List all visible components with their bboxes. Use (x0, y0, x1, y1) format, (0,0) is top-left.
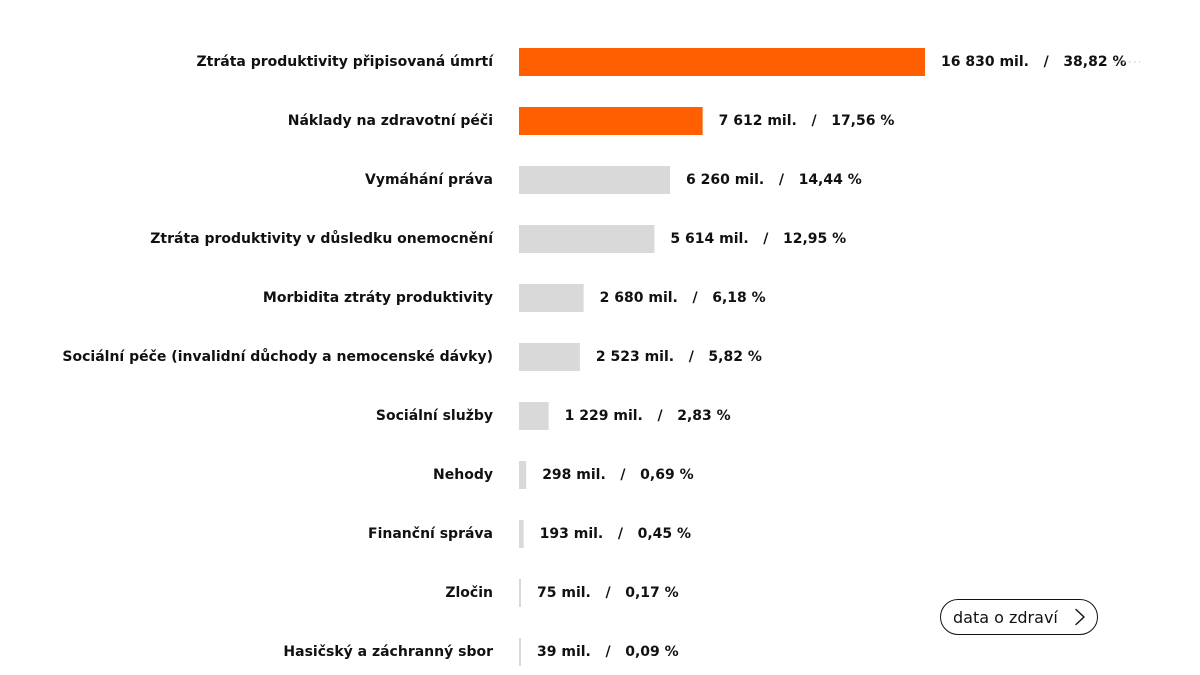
value-label: 6 260 mil. / 14,44 % (686, 172, 862, 188)
bar-row: Zločin 75 mil. / 0,17 % (445, 579, 679, 607)
value-label: 298 mil. / 0,69 % (542, 467, 693, 483)
bar-row: Náklady na zdravotní péči 7 612 mil. / 17… (288, 107, 895, 135)
value-label: 16 830 mil. / 38,82 % (941, 54, 1127, 70)
health-data-button-label: data o zdraví (953, 607, 1058, 627)
bar (519, 579, 521, 607)
category-label: Ztráta produktivity v důsledku onemocněn… (150, 230, 494, 247)
bar (519, 461, 527, 489)
value-label: 39 mil. / 0,09 % (537, 644, 679, 660)
bar (519, 107, 703, 135)
value-label: 2 523 mil. / 5,82 % (596, 349, 762, 365)
category-label: Náklady na zdravotní péči (288, 113, 493, 129)
category-label: Nehody (433, 467, 493, 483)
category-label: Hasičský a záchranný sbor (283, 644, 493, 660)
bar (519, 166, 671, 194)
bar (519, 48, 925, 76)
bar-row: Nehody 298 mil. / 0,69 % (433, 461, 694, 489)
category-label: Vymáhání práva (365, 172, 493, 188)
value-label: 7 612 mil. / 17,56 % (719, 113, 895, 129)
bar-row: Finanční správa 193 mil. / 0,45 % (368, 520, 691, 548)
bar-row: Ztráta produktivity v důsledku onemocněn… (150, 225, 846, 253)
category-label: Ztráta produktivity připisovaná úmrtí (197, 54, 495, 70)
bar-row: Sociální služby 1 229 mil. / 2,83 % (376, 402, 731, 430)
bar (519, 225, 655, 253)
bar-row: Ztráta produktivity připisovaná úmrtí 16 … (197, 48, 1127, 76)
bar-row: Morbidita ztráty produktivity 2 680 mil. … (263, 284, 766, 312)
category-label: Finanční správa (368, 526, 493, 542)
bar-row: Sociální péče (invalidní důchody a nemoc… (62, 343, 762, 371)
chevron-right-icon (1075, 608, 1085, 626)
bar-row: Hasičský a záchranný sbor 39 mil. / 0,09 … (283, 638, 679, 666)
bar (519, 638, 521, 666)
bar (519, 520, 524, 548)
bar (519, 284, 584, 312)
bar (519, 402, 549, 430)
health-data-button[interactable]: data o zdraví (940, 599, 1098, 635)
value-label: 2 680 mil. / 6,18 % (600, 290, 766, 306)
value-label: 75 mil. / 0,17 % (537, 585, 679, 601)
value-label: 5 614 mil. / 12,95 % (670, 231, 846, 247)
category-label: Morbidita ztráty produktivity (263, 290, 493, 306)
bar-row: Vymáhání práva 6 260 mil. / 14,44 % (365, 166, 862, 194)
category-label: Sociální péče (invalidní důchody a nemoc… (62, 348, 493, 365)
value-label: 1 229 mil. / 2,83 % (565, 408, 731, 424)
category-label: Zločin (445, 585, 493, 601)
category-label: Sociální služby (376, 408, 493, 424)
bar (519, 343, 580, 371)
value-label: 193 mil. / 0,45 % (540, 526, 691, 542)
